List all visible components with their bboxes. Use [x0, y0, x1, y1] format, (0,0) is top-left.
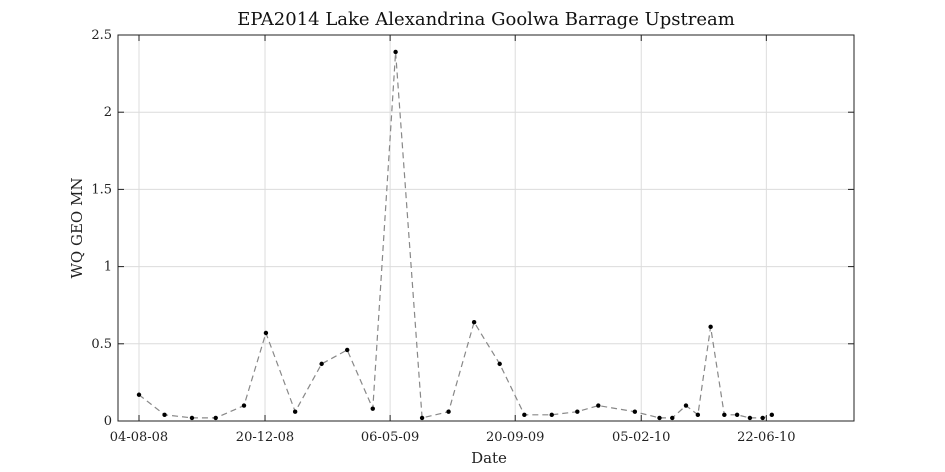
data-point	[549, 412, 554, 418]
data-point	[319, 361, 324, 367]
x-tick-label: 06-05-09	[361, 430, 419, 445]
data-point	[263, 330, 269, 336]
x-tick-label: 22-06-10	[737, 430, 795, 445]
x-tick-label: 20-09-09	[486, 430, 544, 445]
y-tick-label: 0	[104, 414, 112, 429]
y-tick-label: 2.5	[91, 28, 112, 43]
data-point	[632, 409, 638, 414]
data-point	[393, 49, 398, 55]
plot-frame	[117, 34, 855, 422]
data-point	[670, 415, 675, 421]
data-point	[419, 415, 425, 421]
data-point	[136, 392, 142, 397]
data-point	[497, 361, 502, 367]
y-tick-label: 1.5	[91, 182, 112, 197]
data-point	[722, 412, 727, 418]
tick-layer: 0 0.5 1 1.5 2 2.5 04-08-08 20-12-08 06-05-09 20-0…	[91, 28, 854, 445]
data-point	[683, 403, 689, 408]
chart-title: EPA2014 Lake Alexandrina Goolwa Barrage …	[237, 9, 735, 30]
data-point	[471, 319, 477, 325]
x-tick-label: 05-02-10	[612, 430, 670, 445]
series-line	[138, 51, 772, 419]
data-point	[522, 412, 527, 418]
data-point	[695, 412, 701, 418]
data-point	[657, 415, 662, 421]
series-layer	[136, 49, 775, 421]
data-point	[345, 347, 350, 353]
data-point	[162, 412, 167, 418]
data-point	[213, 415, 218, 421]
y-axis-label: WQ GEO MN	[68, 178, 86, 279]
x-tick-label: 04-08-08	[110, 430, 168, 445]
data-point	[446, 409, 451, 414]
data-point	[734, 412, 740, 418]
data-point	[241, 403, 247, 408]
data-point	[292, 409, 298, 414]
data-point	[769, 412, 775, 418]
data-point	[189, 415, 195, 421]
x-axis-label: Date	[471, 449, 507, 467]
x-tick-label: 20-12-08	[236, 430, 294, 445]
y-tick-label: 1	[104, 260, 112, 275]
data-point	[760, 415, 765, 421]
y-tick-label: 2	[104, 105, 112, 120]
data-point	[596, 403, 601, 408]
data-point	[747, 415, 753, 421]
data-point	[575, 409, 580, 414]
data-point	[370, 406, 375, 411]
data-point	[708, 324, 713, 330]
y-tick-label: 0.5	[91, 337, 112, 352]
